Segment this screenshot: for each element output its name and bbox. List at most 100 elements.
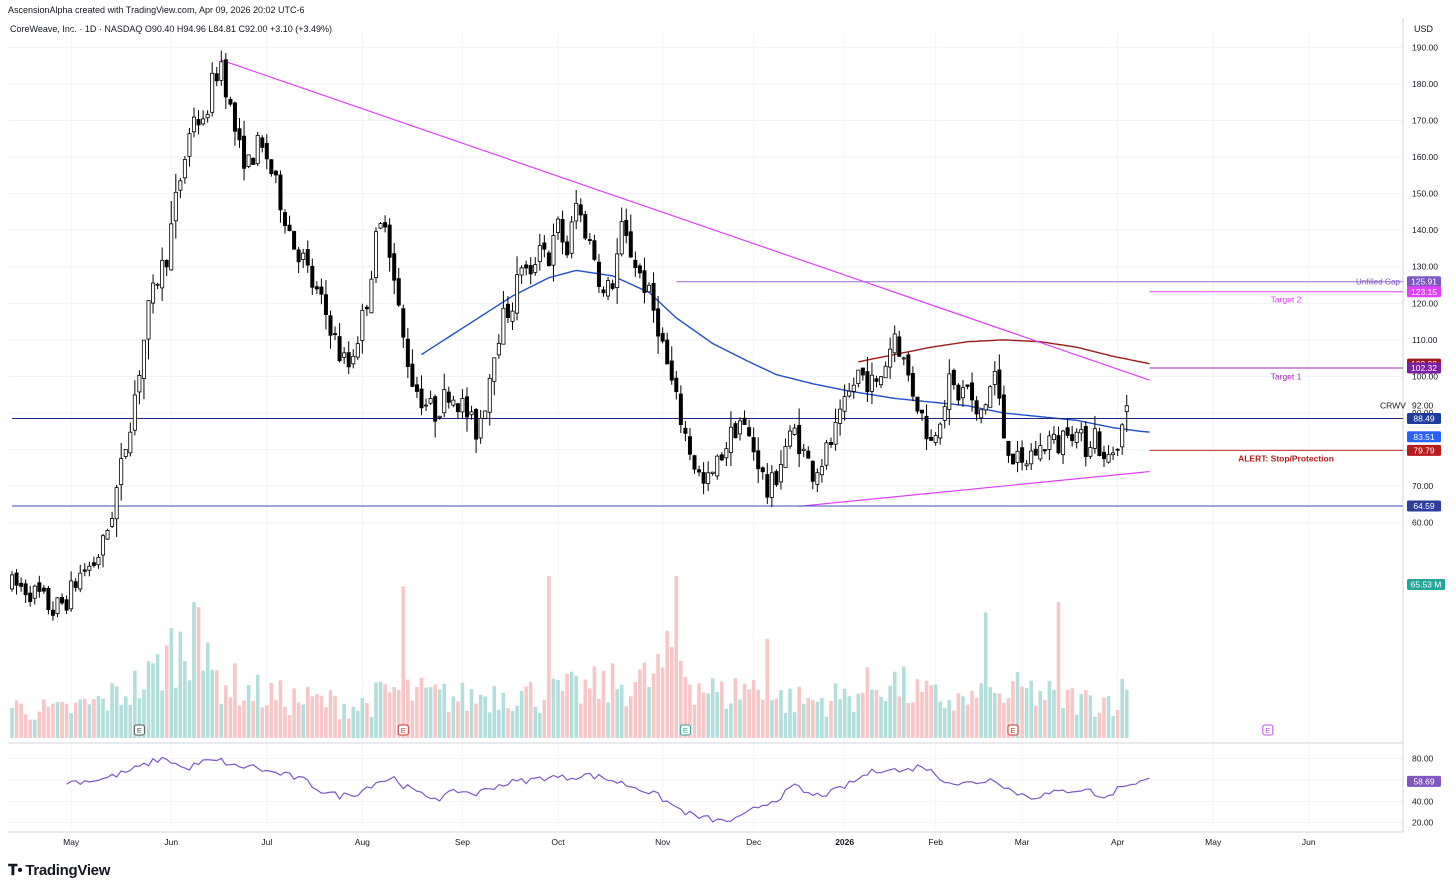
volume-bar [474, 703, 478, 738]
candle-body [1011, 453, 1016, 465]
price-tick-label: 100.00 [1412, 371, 1438, 381]
candle-body [801, 448, 806, 451]
candle-body [1033, 448, 1038, 456]
volume-bar [205, 642, 210, 738]
volume-bar [747, 689, 751, 738]
candle-body [519, 267, 524, 276]
volume-bar [533, 706, 538, 738]
volume-bar [1088, 695, 1093, 738]
candle-body [860, 367, 865, 376]
volume-bar [1093, 716, 1097, 738]
price-badge-label: 83.51 [1413, 432, 1435, 442]
volume-bar [979, 683, 983, 738]
candle-body [351, 355, 356, 365]
volume-bar [583, 679, 588, 738]
candle-body [128, 431, 133, 454]
candle-body [355, 343, 360, 358]
volume-bar [883, 701, 888, 738]
candle-body [915, 396, 920, 412]
volume-bar [669, 646, 674, 738]
volume-bar [396, 690, 401, 738]
volume-bar [201, 670, 205, 738]
candle-body [979, 409, 984, 419]
volume-bar [733, 678, 738, 738]
volume-bar [697, 683, 701, 738]
candle-body [182, 159, 187, 179]
volume-bar [60, 702, 64, 738]
volume-bar [315, 694, 319, 738]
candle-body [1092, 428, 1097, 449]
volume-bar [183, 661, 187, 738]
candle-body [232, 102, 237, 132]
volume-bar [965, 704, 970, 738]
candle-body [196, 119, 201, 126]
candle-body [615, 253, 620, 288]
volume-bar [1056, 602, 1061, 738]
volume-bar [83, 698, 87, 738]
volume-bar [651, 673, 656, 738]
volume-bar [815, 701, 820, 738]
candle-body [1070, 434, 1075, 441]
candle-body [1056, 435, 1061, 454]
price-badge-label: 64.59 [1413, 501, 1435, 511]
volume-bar [356, 710, 360, 738]
volume-bar [487, 712, 492, 738]
volume-bar [32, 719, 37, 738]
volume-bar [720, 681, 724, 738]
volume-bar [78, 699, 83, 738]
candle-body [678, 393, 683, 426]
candle-body [947, 373, 952, 411]
candle-body [73, 581, 78, 589]
volume-bar [447, 712, 451, 738]
candle-body [715, 455, 720, 477]
candle-body [992, 370, 997, 385]
volume-bar [287, 715, 292, 738]
volume-bar [974, 697, 979, 738]
candle-body [692, 455, 697, 470]
candle-body [965, 384, 970, 387]
candle-body [910, 373, 915, 397]
candle-body [446, 391, 451, 403]
candle-body [601, 289, 606, 294]
volume-bar [428, 687, 433, 738]
volume-bar [274, 700, 278, 738]
candle-body [501, 307, 506, 345]
candle-body [728, 426, 733, 454]
candle-body [892, 333, 897, 354]
candle-body [874, 378, 879, 382]
volume-bar [233, 663, 237, 738]
candle-body [510, 310, 515, 322]
volume-bar [160, 690, 164, 738]
volume-bar [64, 703, 69, 738]
candle-body [774, 471, 779, 486]
candle-body [91, 562, 96, 566]
volume-bar [820, 697, 824, 738]
volume-bar [1002, 702, 1006, 738]
candle-body [628, 231, 633, 258]
candle-body [924, 415, 929, 440]
candle-body [269, 159, 274, 175]
volume-bar [187, 680, 192, 738]
candle-body [387, 224, 392, 258]
symbol-label: CRWV [1380, 401, 1406, 411]
volume-bar [433, 684, 437, 738]
candle-body [724, 448, 729, 459]
volume-bar [1120, 678, 1124, 738]
candle-body [273, 170, 278, 176]
volume-bar [897, 696, 902, 738]
candle-body [970, 382, 975, 401]
candle-body [578, 204, 583, 216]
price-badge-label: 125.91 [1411, 277, 1437, 287]
candle-body [1061, 430, 1066, 456]
volume-bar [920, 691, 924, 738]
candle-body [606, 280, 611, 297]
volume-bar [1011, 681, 1015, 738]
volume-bar [1038, 691, 1043, 738]
earnings-marker-label: E [137, 726, 142, 735]
grid-layer [8, 18, 1404, 833]
price-tick-label: 130.00 [1412, 262, 1438, 272]
candle-body [1106, 453, 1111, 463]
volume-bar [1084, 690, 1088, 738]
volume-bar [638, 669, 642, 738]
volume-bar [865, 667, 870, 738]
